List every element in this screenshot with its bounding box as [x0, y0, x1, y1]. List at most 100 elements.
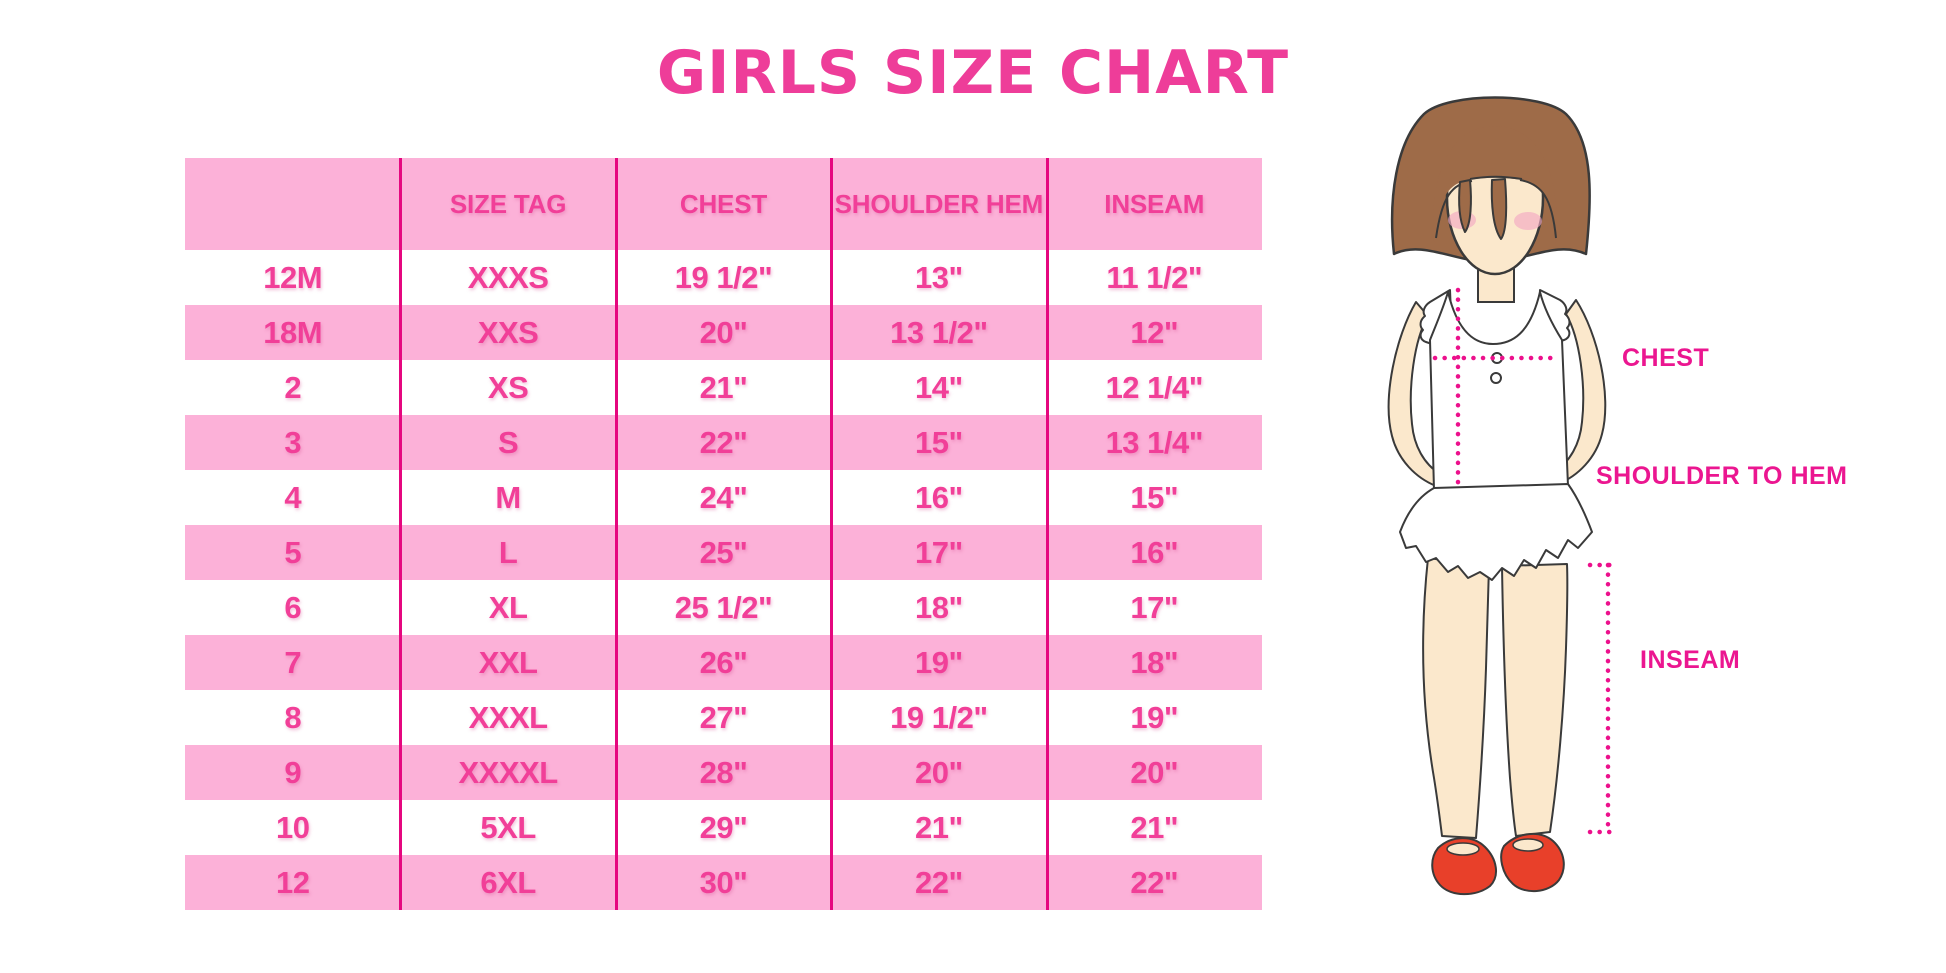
header-cell-size-tag: SIZE TAG [449, 188, 567, 219]
cell-inseam: 16" [1130, 534, 1179, 570]
cell-shoulder-hem: 21" [915, 809, 963, 845]
cell-inseam: 11 1/2" [1106, 259, 1203, 295]
table-row: 18M XXS 20" 13 1/2" 12" [185, 305, 1262, 360]
cell-chest: 19 1/2" [674, 259, 773, 295]
cell-size: 5 [284, 534, 302, 570]
table-row: 2 XS 21" 14" 12 1/4" [185, 360, 1262, 415]
measurement-lines [1432, 287, 1620, 835]
cell-size: 4 [284, 479, 302, 515]
chest-label: CHEST [1622, 344, 1710, 372]
cell-size-tag: XL [488, 589, 528, 625]
shoe-right-opening [1512, 838, 1544, 852]
cell-size: 12M [263, 259, 323, 295]
cell-shoulder-hem: 22" [915, 864, 963, 900]
cell-chest: 25" [699, 534, 748, 570]
cell-size-tag: 6XL [480, 864, 536, 900]
cell-inseam: 15" [1130, 479, 1179, 515]
cell-shoulder-hem: 13 1/2" [890, 314, 988, 350]
table-row: 5 L 25" 17" 16" [185, 525, 1262, 580]
table-row: 6 XL 25 1/2" 18" 17" [185, 580, 1262, 635]
table-row: 8 XXXL 27" 19 1/2" 19" [185, 690, 1262, 745]
cell-size-tag: XXXL [468, 699, 548, 735]
cell-size: 18M [263, 314, 323, 350]
cell-size-tag: XS [487, 369, 529, 405]
cell-chest: 27" [699, 699, 748, 735]
cell-size: 9 [284, 754, 302, 790]
cell-inseam: 19" [1130, 699, 1179, 735]
size-table: SIZE TAG CHEST SHOULDER HEM INSEAM 12M X… [185, 158, 1262, 910]
cell-chest: 30" [699, 864, 748, 900]
cell-size: 6 [284, 589, 302, 625]
cell-shoulder-hem: 16" [915, 479, 963, 515]
column-divider [399, 158, 403, 910]
table-header-row: SIZE TAG CHEST SHOULDER HEM INSEAM [185, 158, 1262, 250]
table-row: 12 6XL 30" 22" 22" [185, 855, 1262, 910]
cell-inseam: 20" [1130, 754, 1179, 790]
cell-shoulder-hem: 20" [915, 754, 963, 790]
cell-size-tag: XXXS [467, 259, 549, 295]
bang-lock-right [1490, 178, 1508, 240]
cell-inseam: 21" [1130, 809, 1179, 845]
cell-size: 2 [284, 369, 302, 405]
header-cell-chest: CHEST [679, 188, 768, 219]
leg-right [1501, 563, 1569, 837]
cell-shoulder-hem: 15" [915, 424, 963, 460]
cell-inseam: 13 1/4" [1105, 424, 1204, 460]
bangs [1433, 126, 1557, 243]
header-cell-empty [185, 158, 400, 250]
cell-shoulder-hem: 17" [915, 534, 963, 570]
bang-lock-left [1458, 179, 1472, 233]
cell-chest: 21" [699, 369, 748, 405]
table-row: 10 5XL 29" 21" 21" [185, 800, 1262, 855]
column-divider [1045, 158, 1049, 910]
cell-size-tag: L [498, 534, 518, 570]
table-row: 3 S 22" 15" 13 1/4" [185, 415, 1262, 470]
table-row: 9 XXXXL 28" 20" 20" [185, 745, 1262, 800]
cell-size: 3 [284, 424, 302, 460]
table-row: 12M XXXS 19 1/2" 13" 11 1/2" [185, 250, 1262, 305]
cell-chest: 24" [699, 479, 748, 515]
top-bodice [1429, 291, 1569, 491]
table-row: 7 XXL 26" 19" 18" [185, 635, 1262, 690]
cell-inseam: 12 1/4" [1105, 369, 1204, 405]
cell-shoulder-hem: 18" [915, 589, 963, 625]
cell-inseam: 18" [1130, 644, 1179, 680]
cell-chest: 28" [699, 754, 748, 790]
cell-chest: 25 1/2" [674, 589, 773, 625]
column-divider [614, 158, 618, 910]
inseam-label: INSEAM [1640, 646, 1741, 674]
cell-shoulder-hem: 19" [915, 644, 963, 680]
skirt [1399, 483, 1593, 581]
cell-inseam: 17" [1130, 589, 1179, 625]
shoe-left-opening [1446, 842, 1480, 856]
cell-size-tag: M [495, 479, 521, 515]
cell-inseam: 22" [1130, 864, 1179, 900]
table-row: 4 M 24" 16" 15" [185, 470, 1262, 525]
cell-chest: 29" [699, 809, 748, 845]
cell-chest: 22" [699, 424, 748, 460]
cell-size: 7 [284, 644, 302, 680]
cell-shoulder-hem: 13" [915, 259, 963, 295]
cell-size: 8 [284, 699, 302, 735]
leg-left [1422, 557, 1490, 839]
shoulder-to-hem-label: SHOULDER TO HEM [1596, 462, 1848, 490]
cell-size-tag: 5XL [480, 809, 536, 845]
cell-chest: 26" [699, 644, 748, 680]
girl-illustration [1387, 96, 1620, 896]
cell-inseam: 12" [1130, 314, 1179, 350]
cell-size-tag: S [497, 424, 519, 460]
cell-size-tag: XXS [477, 314, 539, 350]
column-divider [830, 158, 834, 910]
cell-shoulder-hem: 19 1/2" [890, 699, 988, 735]
header-cell-shoulder-hem: SHOULDER HEM [834, 188, 1044, 219]
cell-shoulder-hem: 14" [915, 369, 963, 405]
cell-size-tag: XXXXL [458, 754, 559, 790]
header-cell-inseam: INSEAM [1104, 188, 1205, 219]
cell-chest: 20" [699, 314, 748, 350]
cell-size-tag: XXL [478, 644, 538, 680]
button-bottom [1490, 372, 1502, 384]
page-title: GIRLS SIZE CHART [656, 38, 1290, 108]
cell-size: 12 [275, 864, 310, 900]
cell-size: 10 [275, 809, 310, 845]
blush-right [1514, 212, 1542, 230]
